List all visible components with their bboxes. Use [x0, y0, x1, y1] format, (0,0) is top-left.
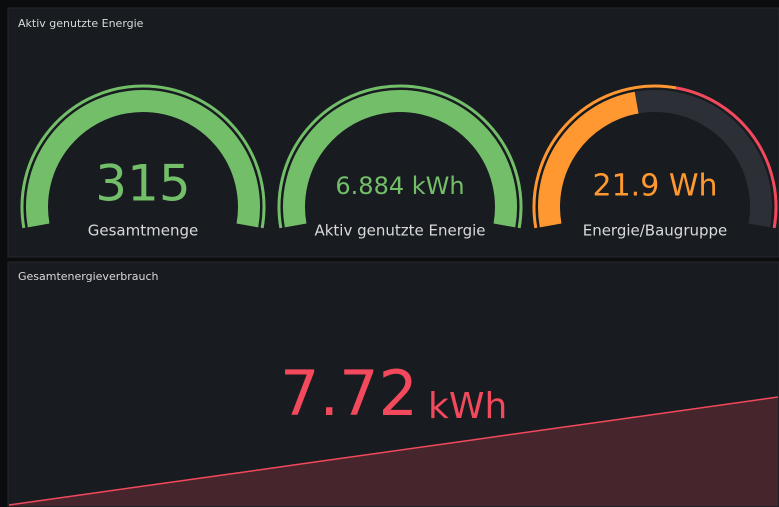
gauge-value: 21.9 Wh — [592, 169, 717, 204]
panel-top — [7, 7, 779, 258]
gauge-label: Gesamtmenge — [88, 222, 198, 240]
sparkline-line — [8, 396, 779, 506]
gauge-threshold — [532, 84, 677, 229]
gauge-value: 6.884 kWh — [335, 172, 464, 200]
gauge-threshold — [277, 84, 523, 229]
gauge-label: Energie/Baugruppe — [583, 222, 728, 240]
stat-value: 7.72 — [280, 357, 418, 430]
gauge-threshold — [20, 84, 266, 229]
panel-title: Gesamtenergieverbrauch — [18, 270, 158, 283]
gauge-label: Aktiv genutzte Energie — [314, 222, 485, 240]
gauge-value: 315 — [95, 155, 190, 213]
stat-unit: kWh — [428, 386, 507, 427]
panel-bottom — [7, 261, 779, 507]
gauge-fill — [26, 90, 260, 228]
gauge-fill — [538, 91, 639, 228]
panel-title: Aktiv genutzte Energie — [18, 17, 144, 30]
gauge-fill — [283, 90, 517, 228]
gauge-threshold — [675, 86, 778, 229]
